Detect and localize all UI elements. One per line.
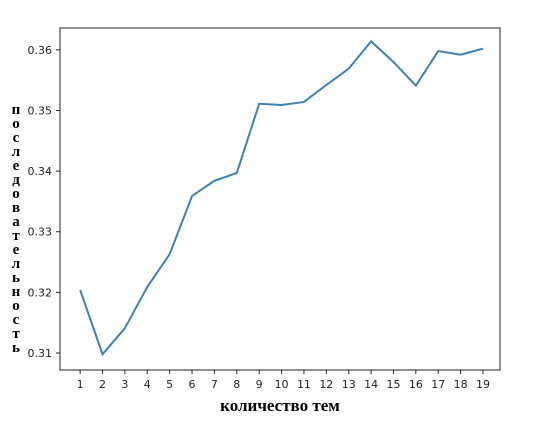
x-tick-label: 4 — [144, 378, 151, 391]
y-tick-label: 0.33 — [28, 226, 53, 239]
x-tick-label: 5 — [166, 378, 173, 391]
x-tick-label: 10 — [275, 378, 289, 391]
x-tick-label: 3 — [121, 378, 128, 391]
x-tick-label: 11 — [297, 378, 311, 391]
y-tick-label: 0.31 — [28, 347, 53, 360]
x-tick-label: 16 — [409, 378, 423, 391]
x-tick-label: 1 — [77, 378, 84, 391]
x-tick-label: 14 — [364, 378, 378, 391]
data-line — [79, 39, 484, 357]
x-tick-label: 9 — [256, 378, 263, 391]
plot-frame — [59, 27, 501, 371]
x-tick-label: 6 — [189, 378, 196, 391]
x-tick-label: 8 — [233, 378, 240, 391]
y-axis-label: последовательность — [8, 102, 24, 354]
y-tick-label: 0.35 — [28, 104, 53, 117]
x-tick-label: 12 — [319, 378, 333, 391]
x-tick-label: 7 — [211, 378, 218, 391]
y-tick-label: 0.34 — [28, 165, 53, 178]
x-tick-label: 18 — [454, 378, 468, 391]
x-tick-label: 2 — [99, 378, 106, 391]
x-tick-label: 17 — [431, 378, 445, 391]
y-tick-label: 0.32 — [28, 286, 53, 299]
x-tick-label: 19 — [476, 378, 490, 391]
x-tick-label: 15 — [386, 378, 400, 391]
x-tick-label: 13 — [342, 378, 356, 391]
y-tick-label: 0.36 — [28, 44, 53, 57]
x-axis-label: количество тем — [220, 396, 340, 415]
